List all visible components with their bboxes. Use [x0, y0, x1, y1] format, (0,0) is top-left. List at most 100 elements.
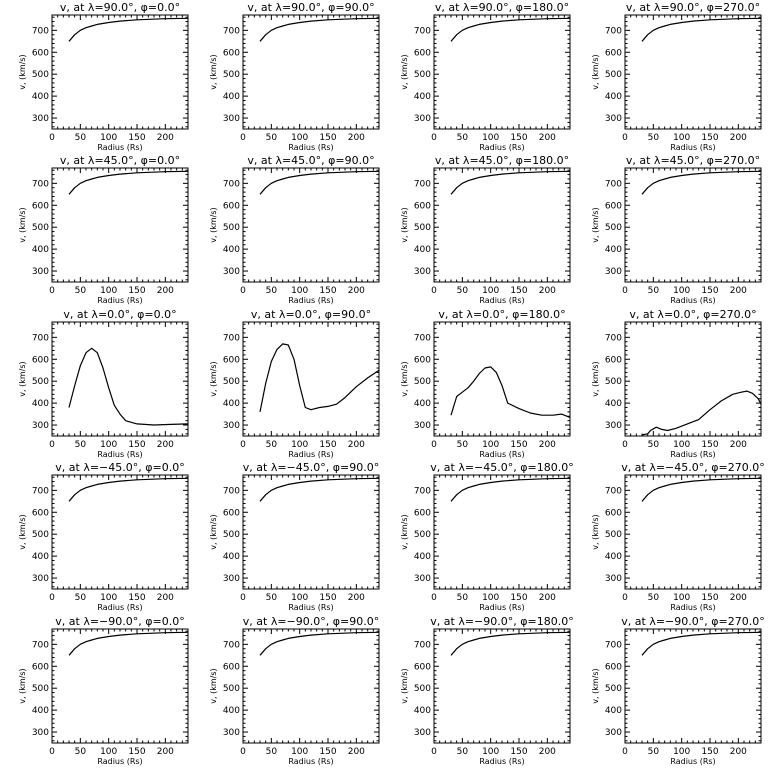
chart-title: v, at λ=−45.0°, φ=0.0° [55, 461, 184, 474]
y-tick-label: 500 [32, 684, 49, 694]
x-tick-label: 50 [648, 133, 660, 143]
x-tick-label: 150 [701, 593, 718, 603]
x-axis-label: Radius (Rs) [479, 450, 524, 459]
data-series-line [68, 477, 189, 502]
y-tick-label: 300 [605, 574, 622, 584]
x-tick-label: 100 [291, 747, 308, 757]
chart-panel: v, at λ=45.0°, φ=90.0° 0 50 100 150 200 300 400… [209, 154, 380, 305]
x-tick-label: 50 [75, 440, 87, 450]
y-axis-label: v, (km/s) [18, 514, 27, 549]
y-axis-label: v, (km/s) [209, 514, 218, 549]
y-tick-label: 400 [223, 552, 240, 562]
x-tick-label: 150 [128, 747, 145, 757]
x-tick-label: 100 [291, 440, 308, 450]
y-tick-label: 600 [223, 508, 240, 518]
x-tick-label: 100 [673, 440, 690, 450]
data-series-line [68, 17, 189, 42]
data-series-line [450, 170, 571, 195]
plot-frame [51, 14, 189, 130]
chart-title: v, at λ=0.0°, φ=270.0° [629, 308, 756, 321]
x-tick-label: 200 [730, 133, 747, 143]
y-tick-label: 300 [223, 574, 240, 584]
chart-title: v, at λ=−90.0°, φ=90.0° [243, 615, 379, 628]
y-axis-label: v, (km/s) [400, 54, 409, 89]
y-tick-label: 500 [414, 223, 431, 233]
x-tick-label: 0 [622, 440, 628, 450]
x-tick-label: 100 [482, 286, 499, 296]
x-tick-label: 0 [240, 747, 246, 757]
x-tick-label: 200 [348, 747, 365, 757]
x-tick-label: 0 [431, 593, 437, 603]
x-tick-label: 100 [482, 133, 499, 143]
y-axis-label: v, (km/s) [18, 361, 27, 396]
plot-frame [624, 628, 762, 744]
data-series-line [68, 631, 189, 656]
y-tick-label: 300 [414, 574, 431, 584]
y-tick-label: 600 [414, 508, 431, 518]
x-tick-label: 0 [622, 286, 628, 296]
y-tick-label: 600 [32, 355, 49, 365]
y-tick-label: 300 [414, 114, 431, 124]
y-tick-label: 500 [32, 377, 49, 387]
chart-panel: v, at λ=90.0°, φ=90.0° 0 50 100 150 200 300 400… [209, 1, 380, 152]
x-tick-label: 100 [100, 747, 117, 757]
x-tick-label: 100 [291, 133, 308, 143]
x-axis-label: Radius (Rs) [670, 143, 715, 152]
x-tick-label: 150 [128, 440, 145, 450]
y-tick-label: 700 [414, 179, 431, 189]
x-tick-label: 100 [482, 747, 499, 757]
x-tick-label: 150 [319, 440, 336, 450]
y-tick-label: 400 [414, 706, 431, 716]
chart-panel: v, at λ=−90.0°, φ=0.0° 0 50 100 150 200 300 400… [18, 615, 189, 766]
chart-panel: v, at λ=0.0°, φ=270.0° 0 50 100 150 200 300 400… [591, 308, 762, 459]
chart-title: v, at λ=90.0°, φ=180.0° [435, 1, 569, 14]
x-tick-label: 50 [75, 593, 87, 603]
plot-frame [624, 321, 762, 437]
x-tick-label: 0 [622, 593, 628, 603]
x-tick-label: 150 [128, 133, 145, 143]
y-tick-label: 300 [32, 267, 49, 277]
x-axis-label: Radius (Rs) [670, 757, 715, 766]
x-tick-label: 50 [457, 440, 469, 450]
y-tick-label: 500 [605, 530, 622, 540]
x-tick-label: 0 [431, 133, 437, 143]
y-tick-label: 700 [414, 26, 431, 36]
chart-title: v, at λ=−90.0°, φ=270.0° [621, 615, 764, 628]
plot-frame [51, 321, 189, 437]
x-tick-label: 50 [75, 286, 87, 296]
y-tick-label: 300 [223, 728, 240, 738]
y-tick-label: 600 [32, 48, 49, 58]
x-tick-label: 200 [730, 593, 747, 603]
x-tick-label: 150 [701, 747, 718, 757]
plot-frame [242, 167, 380, 283]
x-tick-label: 0 [240, 593, 246, 603]
x-axis-label: Radius (Rs) [670, 450, 715, 459]
x-tick-label: 100 [673, 593, 690, 603]
y-tick-label: 400 [223, 92, 240, 102]
y-axis-label: v, (km/s) [209, 54, 218, 89]
y-tick-label: 600 [223, 355, 240, 365]
x-axis-label: Radius (Rs) [479, 296, 524, 305]
y-axis-label: v, (km/s) [209, 207, 218, 242]
x-axis-label: Radius (Rs) [288, 757, 333, 766]
x-tick-label: 200 [157, 286, 174, 296]
x-axis-label: Radius (Rs) [97, 450, 142, 459]
y-tick-label: 600 [414, 48, 431, 58]
x-tick-label: 100 [673, 747, 690, 757]
y-tick-label: 700 [414, 486, 431, 496]
x-tick-label: 50 [648, 440, 660, 450]
x-tick-label: 200 [730, 286, 747, 296]
chart-panel: v, at λ=45.0°, φ=270.0° 0 50 100 150 200 300 40… [591, 154, 762, 305]
y-tick-label: 700 [605, 640, 622, 650]
x-tick-label: 100 [100, 593, 117, 603]
x-tick-label: 100 [482, 593, 499, 603]
x-tick-label: 200 [730, 440, 747, 450]
x-axis-label: Radius (Rs) [670, 296, 715, 305]
x-tick-label: 0 [49, 593, 55, 603]
chart-title: v, at λ=45.0°, φ=180.0° [435, 154, 569, 167]
y-tick-label: 600 [605, 355, 622, 365]
chart-panel: v, at λ=45.0°, φ=0.0° 0 50 100 150 200 300 400 5… [18, 154, 189, 305]
y-tick-label: 400 [414, 552, 431, 562]
chart-panel: v, at λ=−90.0°, φ=270.0° 0 50 100 150 200 300 4… [591, 615, 765, 766]
y-axis-label: v, (km/s) [591, 54, 600, 89]
